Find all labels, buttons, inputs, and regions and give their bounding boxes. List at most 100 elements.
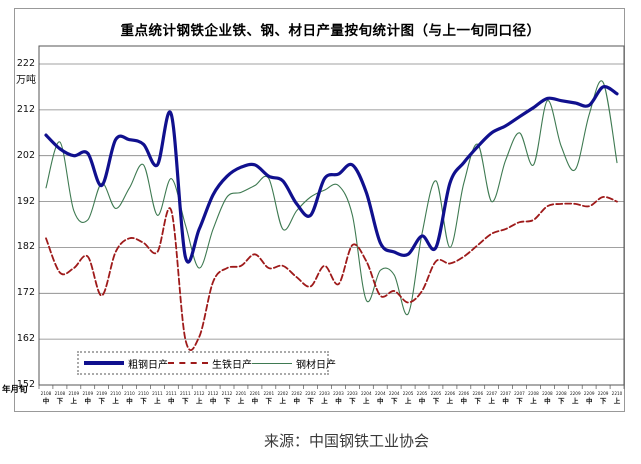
svg-text:2110: 2110 [124,391,135,396]
y-axis-tick-label: 172 [16,287,35,298]
svg-text:2201: 2201 [236,391,247,396]
svg-text:中: 中 [502,396,509,405]
svg-text:下: 下 [433,397,440,405]
svg-text:中: 中 [335,396,342,405]
svg-text:中: 中 [85,396,92,405]
svg-text:上: 上 [488,396,495,405]
y-axis-tick-label: 222 [16,58,35,69]
legend: 粗钢日产 生铁日产 钢材日产 [77,351,336,375]
svg-text:2109: 2109 [82,391,93,396]
svg-text:下: 下 [182,397,189,405]
svg-text:上: 上 [321,396,328,405]
svg-text:2204: 2204 [375,391,386,396]
svg-text:下: 下 [140,397,147,405]
svg-text:中: 中 [419,396,426,405]
chart-frame [14,8,625,412]
svg-text:中: 中 [544,396,551,405]
svg-text:2112: 2112 [208,391,219,396]
svg-text:2201: 2201 [250,391,261,396]
svg-text:下: 下 [349,397,356,405]
svg-text:2206: 2206 [458,391,469,396]
steel-products-line-sample [252,362,292,364]
svg-text:2203: 2203 [333,391,344,396]
svg-text:上: 上 [572,396,579,405]
source-caption: 来源：中国钢铁工业协会 [263,432,429,450]
y-axis-tick-label: 212 [16,104,35,115]
svg-text:下: 下 [57,397,64,405]
svg-text:2205: 2205 [431,391,442,396]
svg-text:2110: 2110 [110,391,121,396]
legend-item-crude-steel: 粗钢日产 [84,356,168,371]
svg-text:2209: 2209 [598,391,609,396]
svg-text:2112: 2112 [222,391,233,396]
svg-text:2109: 2109 [68,391,79,396]
svg-text:2108: 2108 [41,391,52,396]
svg-text:上: 上 [447,396,454,405]
svg-text:下: 下 [516,397,523,405]
svg-text:下: 下 [558,397,565,405]
svg-text:中: 中 [126,396,133,405]
svg-text:2203: 2203 [347,391,358,396]
svg-text:上: 上 [530,396,537,405]
axis-corner-label: 年月旬 [2,385,28,395]
svg-text:2208: 2208 [528,391,539,396]
svg-text:2208: 2208 [556,391,567,396]
svg-text:2206: 2206 [445,391,456,396]
svg-text:2202: 2202 [305,391,316,396]
legend-label: 钢材日产 [296,359,336,371]
svg-text:中: 中 [377,396,384,405]
svg-text:2204: 2204 [361,391,372,396]
y-axis-tick-label: 162 [16,333,35,344]
svg-text:2109: 2109 [96,391,107,396]
svg-text:2111: 2111 [166,391,177,396]
svg-text:2209: 2209 [570,391,581,396]
svg-text:2108: 2108 [55,391,66,396]
svg-text:中: 中 [586,396,593,405]
svg-text:下: 下 [600,397,607,405]
svg-text:下: 下 [98,397,105,405]
y-axis-tick-label: 192 [16,196,35,207]
y-axis-tick-label: 202 [16,150,35,161]
svg-text:中: 中 [210,396,217,405]
svg-text:2202: 2202 [291,391,302,396]
legend-item-steel-products: 钢材日产 [252,356,336,371]
svg-text:上: 上 [280,396,287,405]
svg-text:中: 中 [293,396,300,405]
svg-text:2209: 2209 [584,391,595,396]
svg-text:上: 上 [405,396,412,405]
svg-text:2204: 2204 [389,391,400,396]
svg-text:2111: 2111 [152,391,163,396]
svg-text:上: 上 [112,396,119,405]
svg-text:上: 上 [71,396,78,405]
svg-text:上: 上 [238,396,245,405]
y-axis-labels: 222 212 202 192 182 172 162 152 [0,0,36,420]
svg-text:中: 中 [43,396,50,405]
svg-text:上: 上 [614,396,621,405]
svg-text:2208: 2208 [542,391,553,396]
svg-text:2110: 2110 [138,391,149,396]
svg-text:2205: 2205 [417,391,428,396]
svg-text:2210: 2210 [612,391,623,396]
svg-text:2207: 2207 [486,391,497,396]
y-axis-tick-label: 152 [16,379,35,390]
legend-label: 粗钢日产 [128,359,168,371]
pig-iron-line-sample [168,362,208,364]
y-axis-unit-label: 万吨 [16,75,36,86]
svg-text:2206: 2206 [472,391,483,396]
chart-title: 重点统计钢铁企业铁、钢、材日产量按旬统计图（与上一旬同口径） [120,23,541,39]
svg-text:2207: 2207 [514,391,525,396]
svg-text:上: 上 [363,396,370,405]
svg-text:2203: 2203 [319,391,330,396]
legend-item-pig-iron: 生铁日产 [168,356,252,371]
svg-text:中: 中 [252,396,259,405]
svg-text:上: 上 [154,396,161,405]
svg-text:上: 上 [196,396,203,405]
svg-text:2205: 2205 [403,391,414,396]
svg-text:中: 中 [461,396,468,405]
svg-text:2202: 2202 [277,391,288,396]
svg-text:下: 下 [307,397,314,405]
svg-text:中: 中 [168,396,175,405]
crude-steel-line-sample [84,361,124,365]
svg-text:下: 下 [475,397,482,405]
legend-label: 生铁日产 [212,359,252,371]
